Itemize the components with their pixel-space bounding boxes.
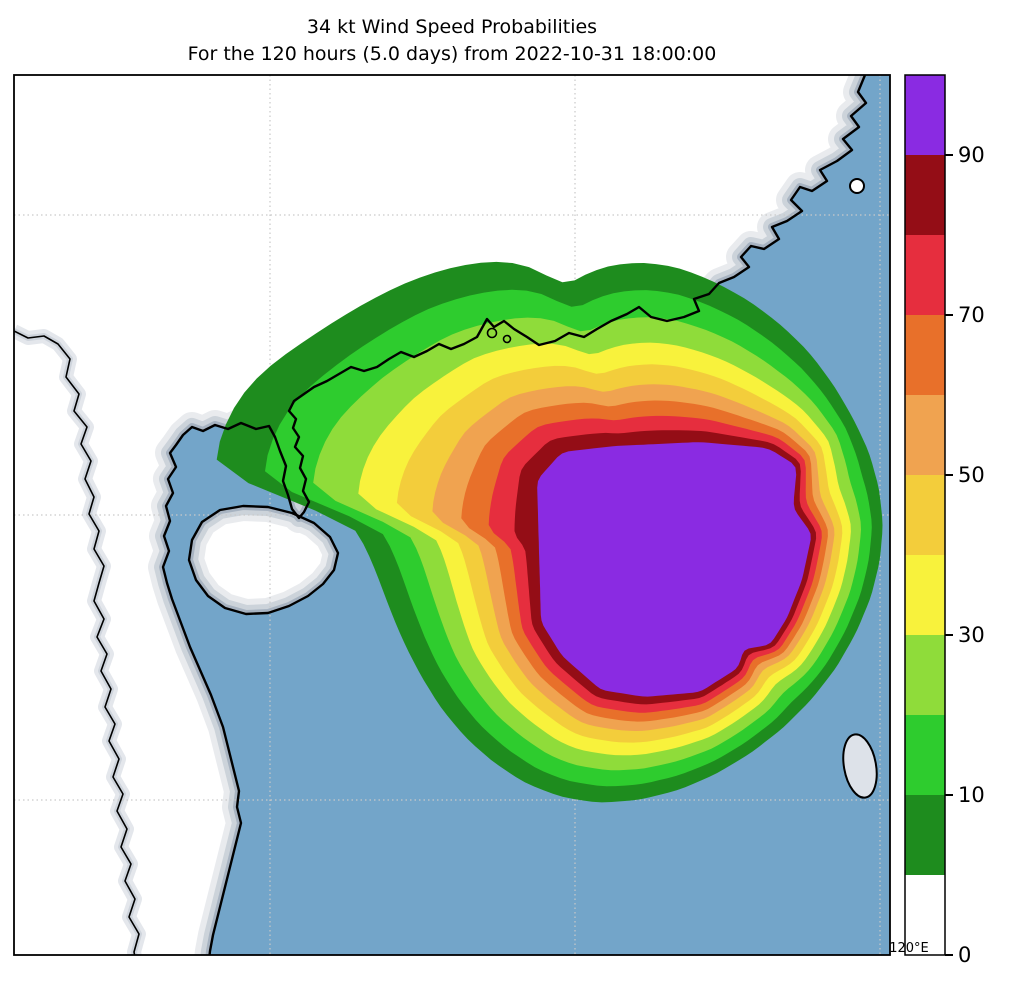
colorbar-band-10-20 [905, 715, 945, 795]
chart-title-line2: For the 120 hours (5.0 days) from 2022-1… [187, 42, 717, 65]
colorbar-tick-label-0: 0 [958, 943, 971, 967]
colorbar-band-50-60 [905, 395, 945, 475]
longitude-tick-label: 120°E [889, 941, 929, 956]
colorbar-frame [904, 74, 946, 956]
border-line [14, 330, 140, 955]
small-island-coastal [486, 327, 498, 339]
chart-title-line1: 34 kt Wind Speed Probabilities [306, 16, 598, 38]
small-island-ne [849, 178, 865, 194]
colorbar-band-60-70 [905, 315, 945, 395]
colorbar-band-5-10 [905, 795, 945, 875]
colorbar-band-30-40 [905, 555, 945, 635]
colorbar-tick-label-50: 50 [958, 463, 985, 487]
colorbar-band-70-80 [905, 235, 945, 315]
coastlines [14, 75, 868, 955]
land-offshore-island [842, 733, 878, 799]
colorbar-tick-label-90: 90 [958, 143, 985, 167]
coastline-mainland [161, 75, 868, 955]
colorbar-tick-label-30: 30 [958, 623, 985, 647]
coastline-hainan [187, 504, 340, 616]
colorbar-band-90-100 [905, 75, 945, 155]
contours [216, 261, 883, 803]
colorbar-band-20-30 [905, 635, 945, 715]
colorbar-band-80-90 [905, 155, 945, 235]
colorbar-band-0-5 [905, 875, 945, 955]
colorbar: 0 10 30 50 70 90 [904, 74, 985, 967]
map-area [14, 75, 890, 955]
map-frame [13, 74, 891, 956]
small-island-coastal [502, 334, 512, 344]
contour-band-90 [537, 442, 811, 697]
colorbar-tick-label-10: 10 [958, 783, 985, 807]
colorbar-band-40-50 [905, 475, 945, 555]
colorbar-tick-label-70: 70 [958, 303, 985, 327]
chart-title: 34 kt Wind Speed Probabilities For the 1… [14, 14, 890, 67]
